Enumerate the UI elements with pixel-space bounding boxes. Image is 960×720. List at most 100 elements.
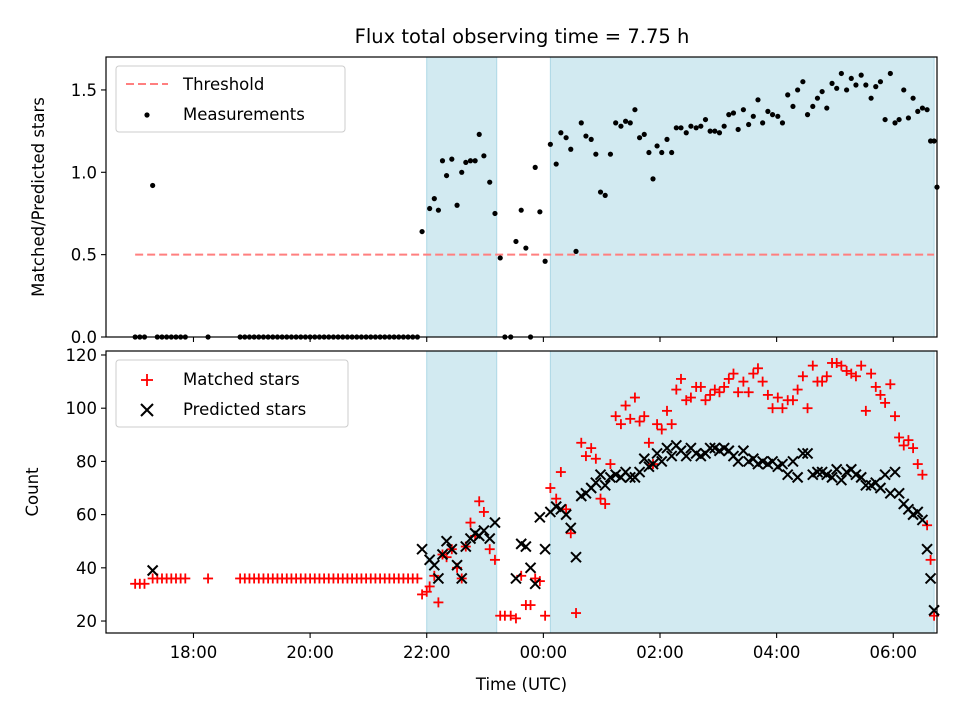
- count-ytick-label: 100: [66, 399, 98, 418]
- legend-matched-label: Matched stars: [183, 370, 300, 389]
- measurement-point: [688, 123, 694, 129]
- measurement-point: [427, 205, 433, 212]
- predicted-point: [594, 469, 607, 481]
- predicted-point: [680, 450, 692, 462]
- matched-point: [139, 578, 150, 589]
- measurement-point: [853, 82, 859, 88]
- measurement-point: [901, 87, 907, 93]
- predicted-point: [665, 450, 678, 462]
- measurement-point: [476, 131, 482, 138]
- matched-point: [705, 389, 716, 400]
- predicted-point: [529, 578, 541, 590]
- count-panel: 20 40 60 80 100 120 18:00 20:00 22:00 00:00 02:00…: [23, 346, 940, 694]
- matched-point: [555, 467, 566, 478]
- matched-point: [565, 528, 576, 539]
- measurement-point: [558, 130, 564, 136]
- predicted-point: [489, 516, 501, 529]
- predicted-point: [916, 514, 929, 526]
- measurement-point: [750, 113, 756, 119]
- matched-point: [675, 373, 686, 384]
- count-legend: Matched stars Predicted stars: [115, 359, 349, 428]
- matched-point: [661, 405, 672, 416]
- measurement-point: [848, 75, 854, 82]
- matched-point: [885, 379, 896, 390]
- matched-point: [615, 419, 626, 430]
- measurement-point: [641, 131, 647, 138]
- measurement-point: [537, 209, 543, 215]
- measurement-point: [905, 115, 912, 121]
- matched-point: [656, 424, 667, 435]
- measurement-point: [573, 248, 579, 254]
- predicted-point: [791, 471, 804, 484]
- measurement-point: [838, 70, 844, 77]
- predicted-point: [924, 572, 937, 585]
- matched-point: [700, 395, 711, 406]
- predicted-point: [737, 445, 750, 457]
- measurement-point: [863, 82, 869, 88]
- measurement-point: [702, 116, 709, 123]
- predicted-point: [560, 508, 572, 521]
- predicted-point: [811, 466, 824, 478]
- measurement-point: [834, 85, 840, 91]
- measurement-point: [746, 121, 752, 128]
- measurement-point: [819, 88, 825, 95]
- matched-point: [600, 498, 611, 509]
- legend-measurements-label: Measurements: [183, 105, 305, 124]
- count-ytick-label: 40: [76, 559, 97, 578]
- measurement-point: [915, 108, 921, 114]
- measurement-point: [693, 125, 699, 131]
- predicted-point: [416, 543, 428, 555]
- matched-point: [856, 360, 867, 371]
- matched-point: [719, 381, 730, 392]
- matched-point: [576, 437, 587, 448]
- measurement-point: [547, 141, 553, 147]
- measurement-point: [563, 135, 569, 141]
- measurement-point: [730, 110, 737, 116]
- predicted-point: [830, 463, 843, 476]
- ratio-ytick-label: 1.5: [71, 81, 97, 100]
- matched-point: [767, 403, 778, 414]
- measurement-point: [650, 176, 656, 182]
- matched-point: [802, 403, 813, 414]
- measurement-point: [721, 123, 727, 129]
- predicted-point: [835, 474, 848, 486]
- count-ytick-label: 80: [76, 452, 97, 471]
- ratio-ytick-label: 0.5: [71, 246, 97, 265]
- predicted-point: [889, 466, 901, 478]
- measurement-point: [481, 153, 487, 159]
- matched-point: [792, 384, 803, 395]
- predicted-point: [782, 469, 794, 481]
- matched-point: [571, 608, 582, 619]
- predicted-point: [638, 453, 650, 465]
- matched-point: [489, 554, 500, 565]
- measurement-point: [858, 72, 864, 78]
- predicted-point: [524, 562, 537, 574]
- predicted-point: [801, 447, 814, 460]
- measurement-point: [618, 123, 624, 129]
- shaded-interval-1: [549, 56, 935, 338]
- measurement-point: [829, 80, 835, 86]
- matched-point: [807, 360, 818, 371]
- predicted-point: [860, 479, 872, 492]
- measurement-point: [454, 202, 460, 208]
- predicted-point: [484, 532, 496, 545]
- matched-point: [412, 573, 423, 584]
- matched-point: [787, 395, 798, 406]
- ratio-panel: 0.0 0.5 1.0 1.5 Matched/Predicted stars Thr…: [29, 56, 940, 347]
- matched-point: [817, 376, 828, 387]
- predicted-point: [633, 466, 646, 478]
- matched-point: [860, 405, 871, 416]
- x-tick-label: 06:00: [869, 643, 917, 662]
- legend-measurement-swatch: [144, 112, 150, 118]
- shaded-interval-1: [549, 350, 935, 634]
- measurement-point: [800, 79, 806, 85]
- measurement-point: [607, 151, 614, 157]
- measurement-point: [435, 207, 441, 213]
- figure-title: Flux total observing time = 7.75 h: [355, 25, 690, 48]
- x-tick-label: 00:00: [520, 643, 568, 662]
- matched-point: [762, 389, 773, 400]
- measurement-point: [449, 156, 455, 162]
- measurement-point: [910, 95, 916, 101]
- matched-point: [465, 517, 476, 528]
- predicted-point: [787, 455, 799, 468]
